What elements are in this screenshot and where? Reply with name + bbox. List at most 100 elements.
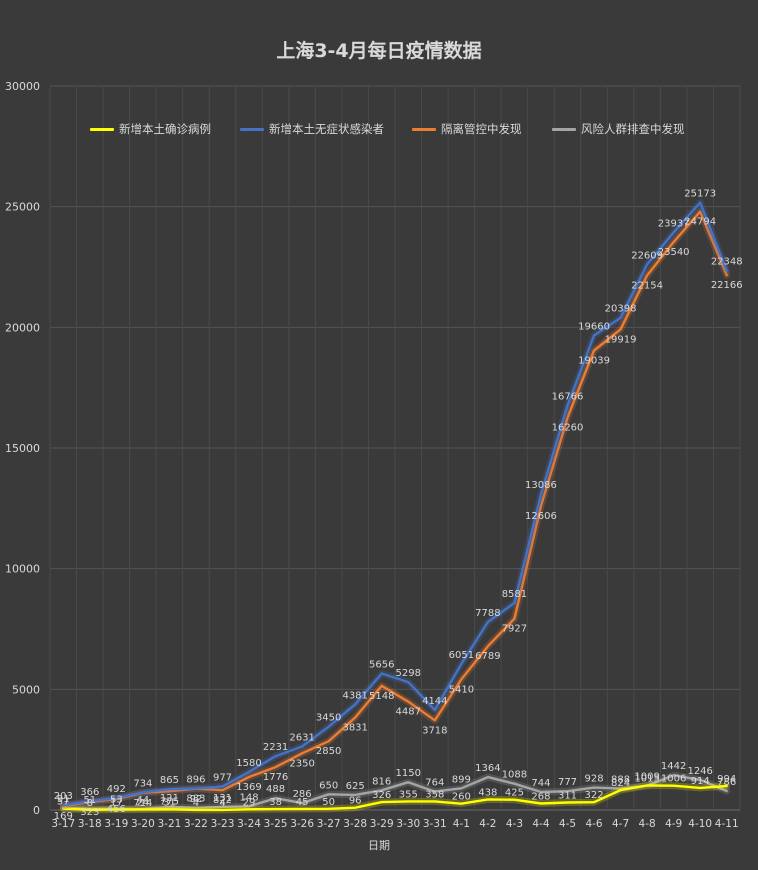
data-label: 994 (717, 774, 736, 785)
data-label: 323 (80, 807, 99, 818)
data-label: 6789 (475, 651, 500, 662)
data-label: 1088 (502, 770, 527, 781)
data-label: 131 (213, 793, 232, 804)
x-tick-label: 3-25 (264, 818, 288, 830)
data-label: 822 (213, 795, 232, 806)
data-label: 203 (54, 791, 73, 802)
data-label: 456 (107, 804, 126, 815)
data-label: 19039 (578, 356, 610, 367)
data-label: 24 (137, 797, 150, 808)
data-label: 1150 (396, 768, 421, 779)
data-label: 2231 (263, 742, 288, 753)
data-label: 22154 (631, 280, 663, 291)
data-label: 6051 (449, 650, 474, 661)
data-label: 1009 (634, 772, 659, 783)
x-tick-label: 3-23 (211, 818, 235, 830)
data-label: 764 (425, 778, 444, 789)
data-label: 29 (243, 797, 256, 808)
legend-label: 新增本土确诊病例 (119, 122, 211, 136)
legend-item: 隔离管控中发现 (412, 121, 522, 137)
y-tick-label: 20000 (5, 321, 40, 334)
data-label: 355 (399, 789, 418, 800)
data-label: 148 (239, 792, 258, 803)
y-tick-label: 30000 (5, 80, 40, 93)
data-label: 2631 (289, 733, 314, 744)
data-label: 625 (346, 781, 365, 792)
legend-item: 新增本土确诊病例 (90, 121, 211, 137)
data-label: 928 (584, 774, 603, 785)
data-label: 53 (110, 795, 123, 806)
legend-swatch (90, 127, 114, 131)
data-label: 1364 (475, 763, 500, 774)
data-label: 744 (531, 778, 550, 789)
data-label: 1246 (687, 766, 712, 777)
data-label: 121 (160, 793, 179, 804)
x-axis-title: 日期 (368, 839, 390, 852)
data-label: 5148 (369, 691, 394, 702)
data-label: 286 (293, 789, 312, 800)
data-label: 366 (80, 787, 99, 798)
data-label: 5410 (449, 684, 474, 695)
data-label: 358 (425, 789, 444, 800)
legend-label: 新增本土无症状感染者 (269, 122, 384, 136)
data-label: 91 (57, 794, 70, 805)
data-label: 12606 (525, 511, 557, 522)
series-line (62, 210, 728, 808)
x-tick-label: 3-27 (317, 818, 341, 830)
y-tick-label: 0 (33, 804, 40, 817)
data-label: 1776 (263, 772, 288, 783)
x-tick-label: 4-8 (639, 818, 656, 830)
data-label: 22609 (631, 250, 663, 261)
data-label: 16766 (552, 391, 584, 402)
x-tick-label: 4-2 (479, 818, 496, 830)
x-tick-label: 3-30 (396, 818, 420, 830)
y-tick-label: 5000 (12, 683, 40, 696)
y-tick-label: 25000 (5, 201, 40, 214)
x-tick-label: 4-5 (559, 818, 576, 830)
data-label: 1006 (661, 774, 686, 785)
series-line (62, 774, 728, 811)
x-tick-label: 3-20 (131, 818, 155, 830)
y-tick-label: 15000 (5, 442, 40, 455)
x-tick-label: 3-29 (370, 818, 394, 830)
data-label: 13086 (525, 480, 557, 491)
legend-swatch (240, 127, 264, 131)
x-tick-label: 4-9 (665, 818, 682, 830)
data-label: 734 (133, 778, 152, 789)
data-label: 260 (452, 792, 471, 803)
data-label: 775 (160, 796, 179, 807)
data-label: 425 (505, 788, 524, 799)
data-label: 488 (266, 784, 285, 795)
data-label: 896 (186, 774, 205, 785)
data-label: 438 (478, 787, 497, 798)
x-tick-label: 3-18 (78, 818, 102, 830)
data-label: 883 (186, 794, 205, 805)
data-label: 1442 (661, 761, 686, 772)
data-label: 96 (349, 796, 362, 807)
data-label: 5656 (369, 660, 394, 671)
data-label: 24794 (684, 217, 716, 228)
legend-label: 隔离管控中发现 (441, 122, 522, 136)
data-label: 1580 (236, 758, 261, 769)
legend-swatch (552, 127, 576, 131)
data-label: 7788 (475, 608, 500, 619)
data-label: 22166 (711, 280, 743, 291)
x-tick-label: 3-31 (423, 818, 447, 830)
data-label: 45 (296, 797, 309, 808)
data-label: 888 (611, 775, 630, 786)
data-label: 19660 (578, 322, 610, 333)
data-label: 31 (163, 797, 176, 808)
data-label: 2850 (316, 746, 341, 757)
data-label: 914 (691, 776, 710, 787)
x-tick-label: 3-28 (343, 818, 367, 830)
data-label: 50 (322, 797, 335, 808)
series-line (62, 784, 728, 812)
data-label: 865 (160, 775, 179, 786)
data-label: 25173 (684, 188, 716, 199)
series-line (62, 201, 728, 807)
data-label: 8 (87, 798, 93, 809)
data-label: 3831 (342, 723, 367, 734)
data-label: 4 (219, 798, 225, 809)
x-tick-label: 4-4 (532, 818, 549, 830)
